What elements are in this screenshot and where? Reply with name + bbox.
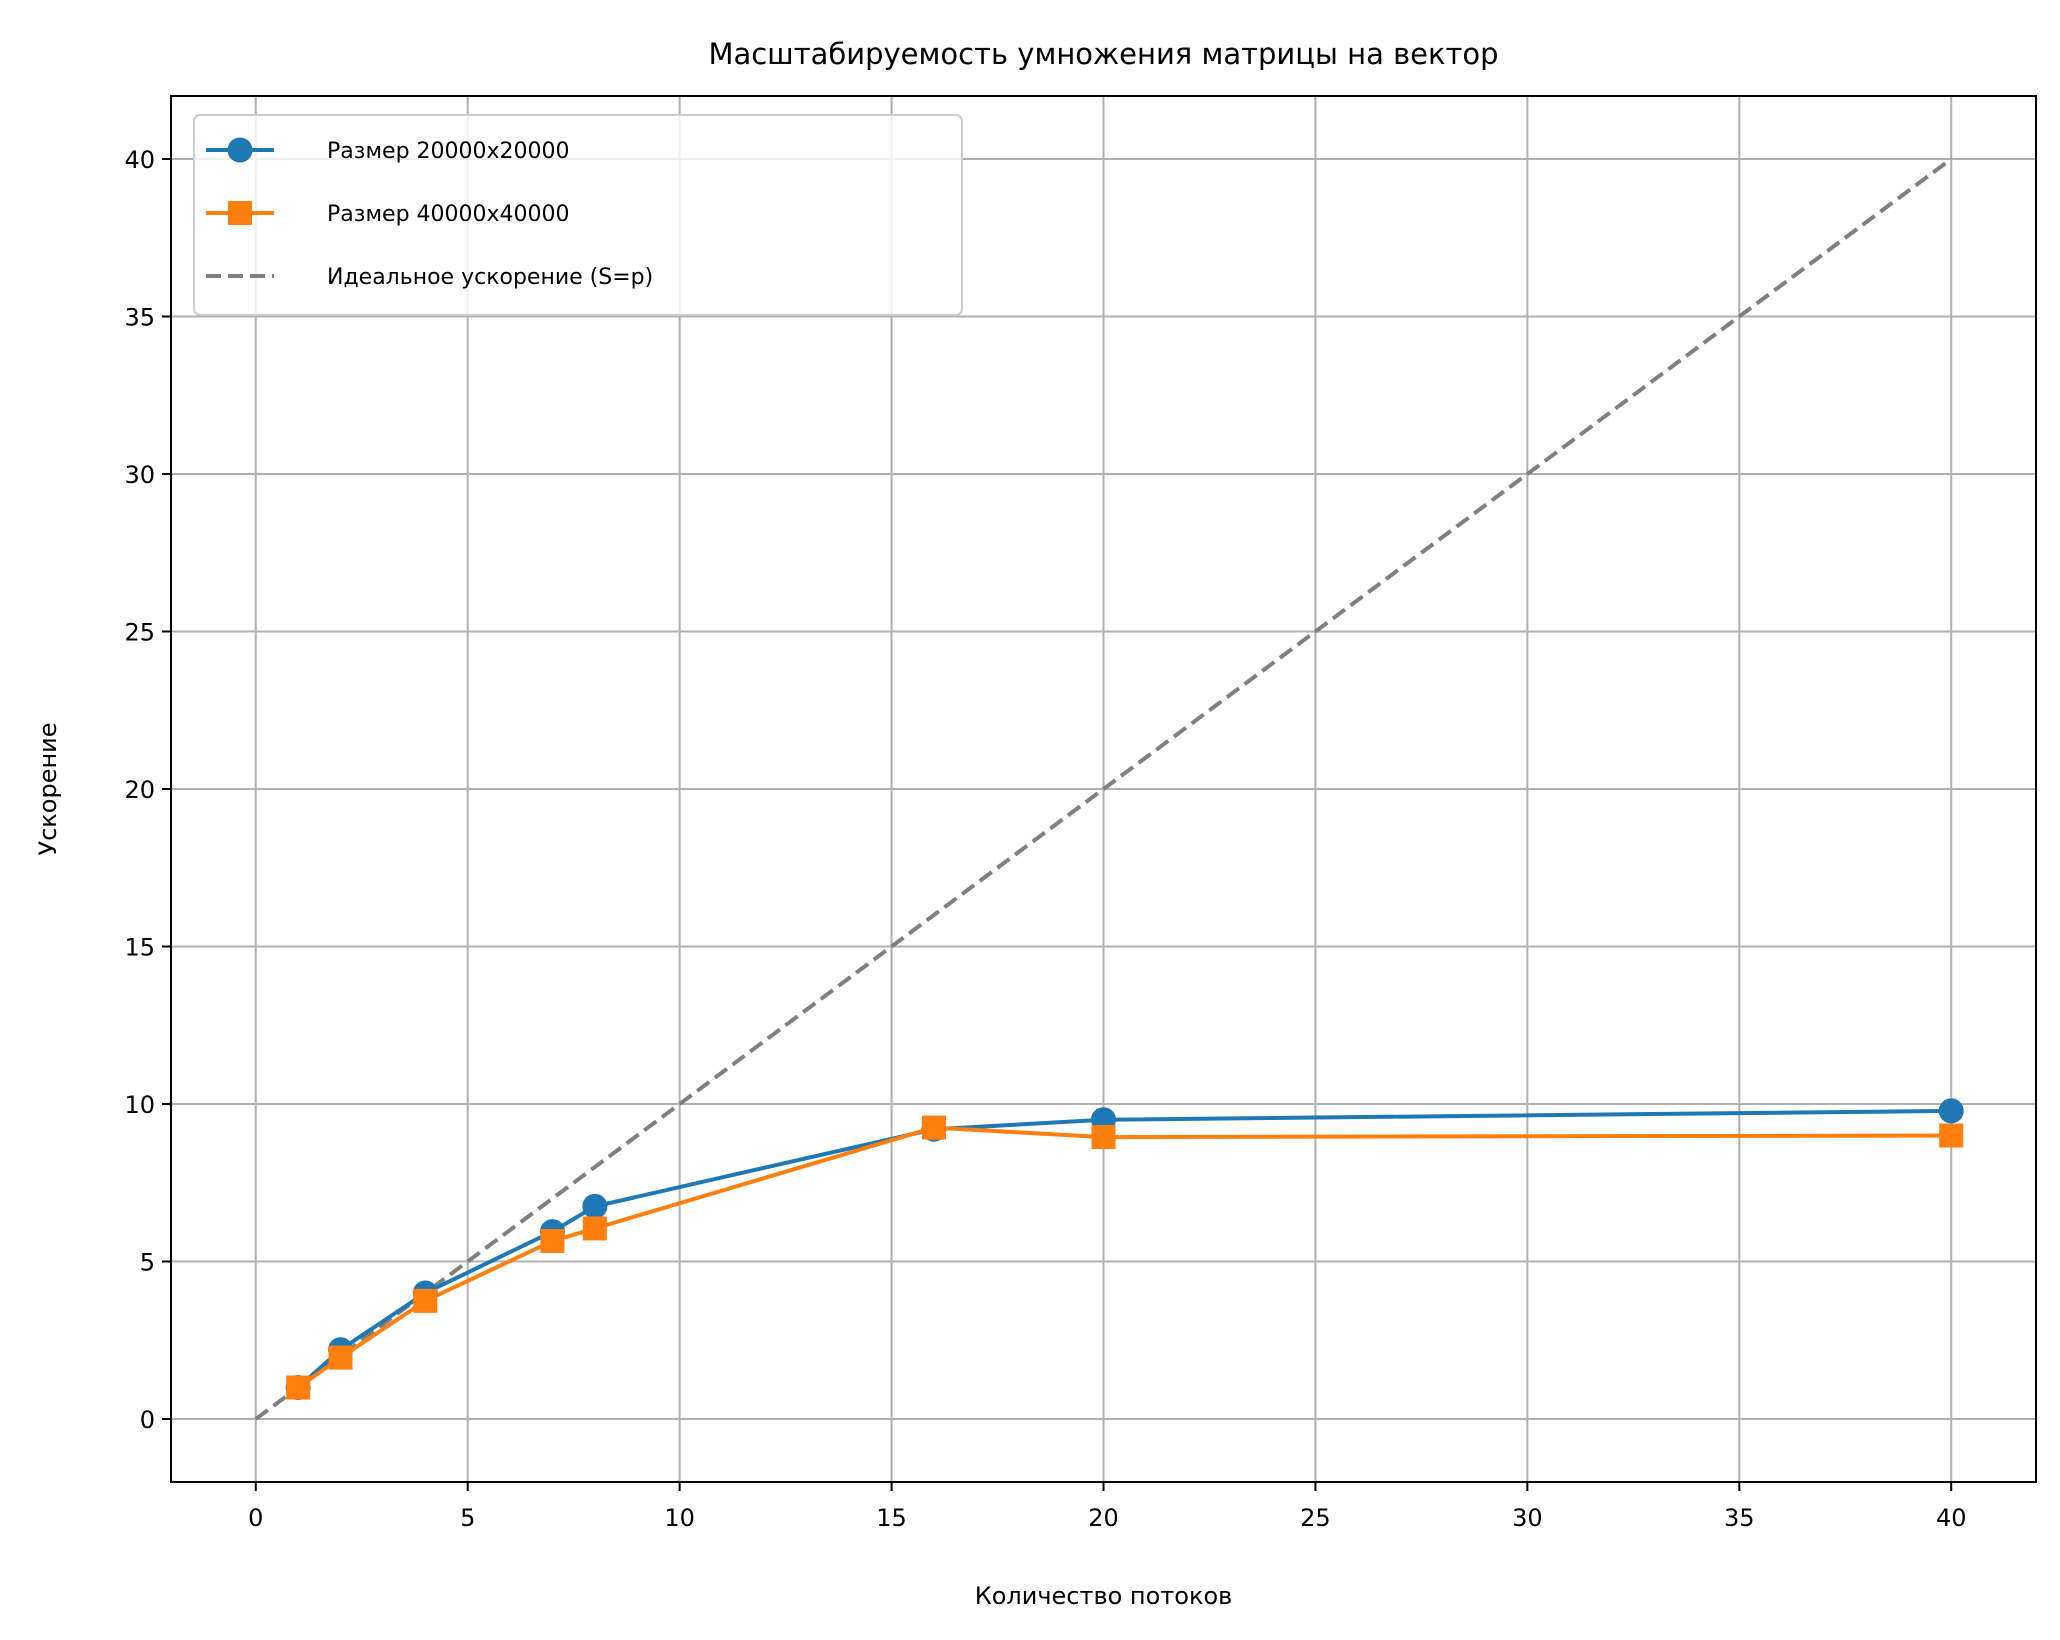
x-tick-label: 0 (248, 1504, 263, 1532)
legend: Размер 20000x20000 Размер 40000x40000 Идеа… (193, 114, 963, 316)
series-layer (254, 157, 1964, 1421)
axis-ticks: 0 5 10 15 20 25 30 35 40 0 5 10 15 20 25 30 35 40 (124, 146, 1966, 1532)
data-point (328, 1345, 353, 1370)
y-tick-label: 40 (124, 146, 155, 174)
legend-box (193, 114, 963, 316)
x-tick-label: 30 (1512, 1504, 1543, 1532)
x-tick-label: 20 (1088, 1504, 1119, 1532)
data-point (413, 1288, 438, 1313)
x-tick-label: 5 (460, 1504, 475, 1532)
legend-marker (228, 201, 252, 225)
y-tick-label: 15 (124, 934, 155, 962)
data-point (582, 1193, 608, 1219)
x-tick-label: 15 (876, 1504, 907, 1532)
data-point (1091, 1125, 1116, 1150)
data-point (921, 1115, 946, 1140)
legend-label: Размер 20000x20000 (327, 139, 570, 164)
x-tick-label: 35 (1724, 1504, 1755, 1532)
series-line (297, 1125, 1952, 1390)
y-tick-label: 35 (124, 304, 155, 332)
x-tick-label: 40 (1936, 1504, 1967, 1532)
legend-item: Размер 40000x40000 (206, 201, 570, 227)
x-tick-label: 25 (1300, 1504, 1331, 1532)
data-point (286, 1375, 311, 1400)
series-line (296, 1108, 1952, 1389)
x-axis-label: Количество потоков (975, 1582, 1233, 1610)
legend-item: Размер 20000x20000 (206, 137, 570, 164)
data-point (582, 1216, 607, 1241)
y-tick-label: 5 (140, 1249, 155, 1277)
legend-marker (227, 137, 253, 163)
y-tick-label: 25 (124, 619, 155, 647)
data-point (540, 1229, 565, 1254)
y-axis-label: Ускорение (34, 722, 62, 855)
series-2 (286, 1115, 1964, 1400)
x-tick-label: 10 (664, 1504, 695, 1532)
legend-item: Идеальное ускорение (S=p) (206, 265, 653, 290)
y-tick-label: 20 (124, 776, 155, 804)
y-tick-label: 30 (124, 461, 155, 489)
data-point (1938, 1098, 1964, 1124)
legend-label: Идеальное ускорение (S=p) (327, 265, 653, 290)
data-point (1939, 1123, 1964, 1148)
y-tick-label: 0 (140, 1406, 155, 1434)
series-3 (254, 157, 1953, 1421)
chart-title: Масштабируемость умножения матрицы на ве… (708, 37, 1498, 71)
legend-label: Размер 40000x40000 (327, 202, 570, 227)
y-tick-label: 10 (124, 1091, 155, 1119)
series-line (254, 157, 1953, 1421)
